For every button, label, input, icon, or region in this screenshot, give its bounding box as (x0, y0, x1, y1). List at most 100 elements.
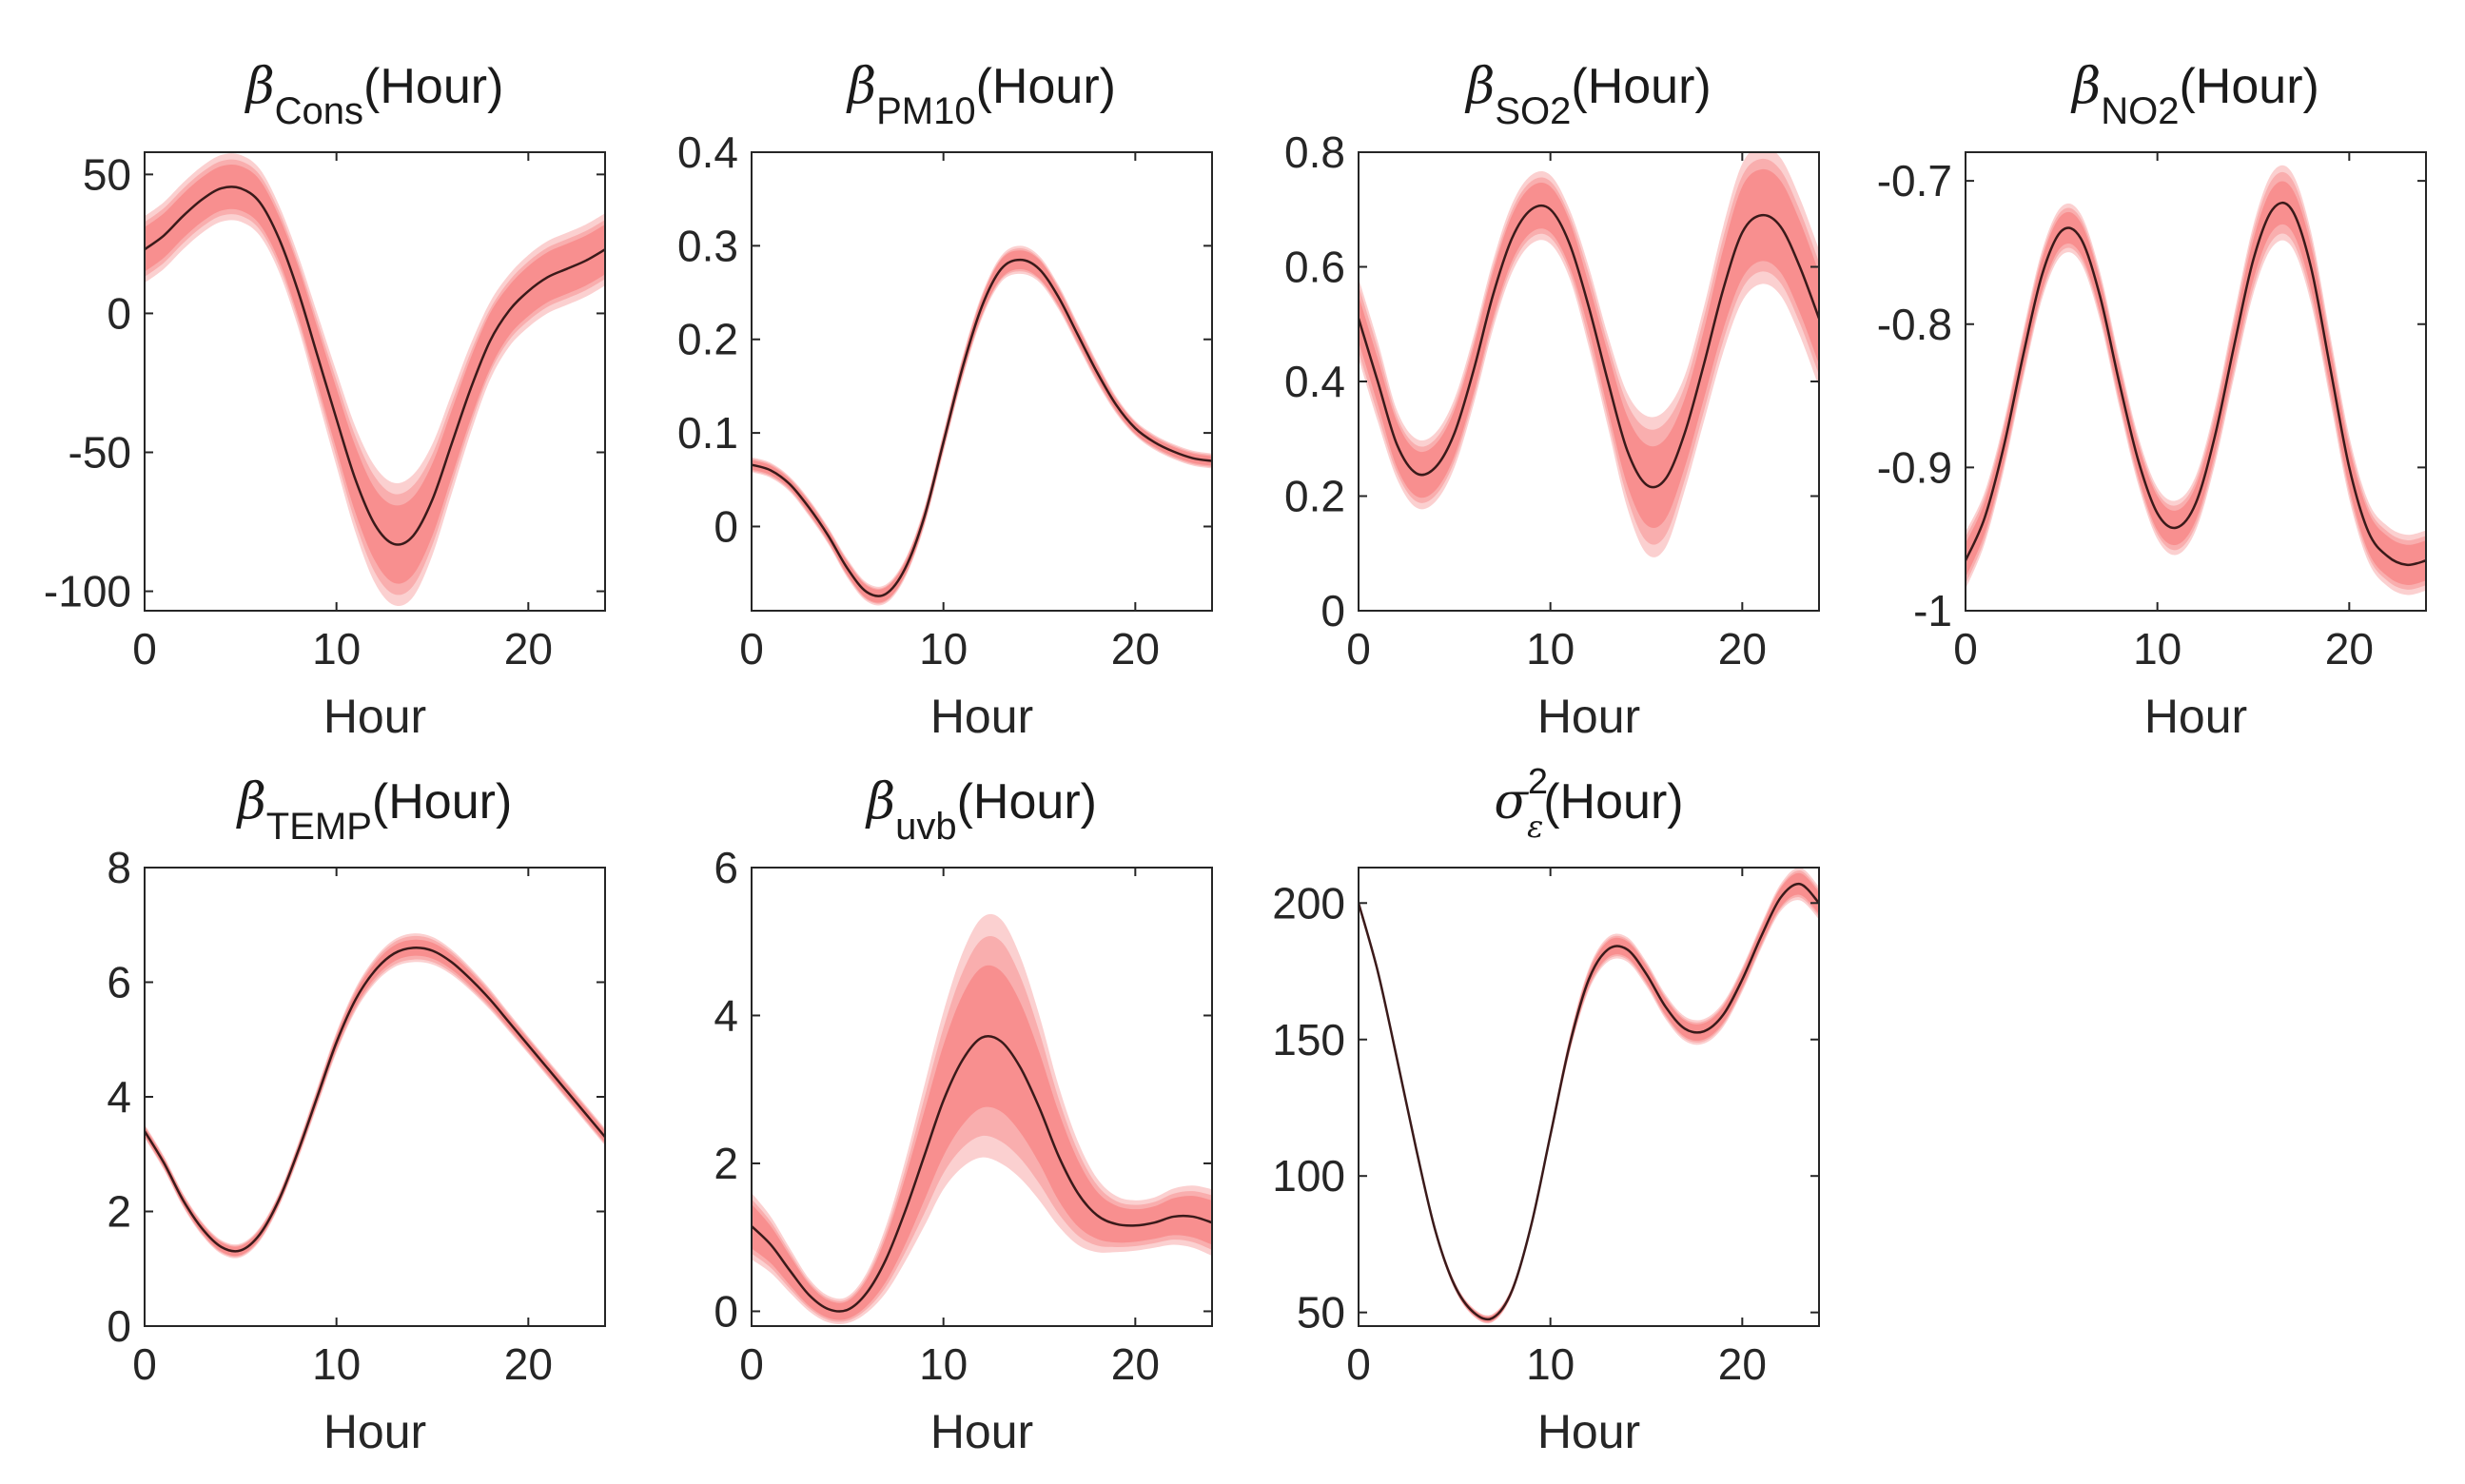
chart-panel-3: 0 10 20 0.8 0.6 0.4 0.2 0 Hour βSO2(Hour) (1284, 58, 1820, 743)
plot-area (1359, 868, 1819, 1324)
title-subscript: PM10 (876, 90, 976, 132)
title-suffix: (Hour) (363, 59, 503, 114)
y-tick-label: 0 (714, 1286, 738, 1336)
axes-frame (1358, 867, 1820, 1327)
x-axis-label: Hour (323, 1405, 426, 1458)
x-axis-label: Hour (930, 1405, 1033, 1458)
y-tick-label: 4 (714, 990, 738, 1040)
mean-line (1359, 204, 1819, 489)
chart-panel-2: 0 10 20 0.4 0.3 0.2 0.1 0 Hour βPM10(Hour) (677, 58, 1213, 743)
y-tick-label: 0.4 (677, 127, 738, 177)
y-tick-label: 100 (1272, 1151, 1345, 1201)
chart-title: βNO2(Hour) (2070, 58, 2319, 132)
chart-title: βTEMP(Hour) (236, 773, 513, 848)
x-axis-label: Hour (1537, 690, 1640, 743)
title-superscript: 2 (1528, 762, 1548, 802)
title-symbol: β (1464, 58, 1495, 115)
y-tick-label: 0.1 (677, 408, 738, 458)
y-tick-label: 0.8 (1284, 127, 1345, 177)
mean-line (1966, 201, 2426, 567)
x-axis-label: Hour (2144, 690, 2247, 743)
x-tick-label: 20 (1111, 624, 1160, 674)
chart-panel-1: 0 10 20 50 0 -50 -100 Hour βCons(Hour) (44, 58, 606, 743)
axes-frame (144, 151, 606, 612)
chart-title: σ2 ε(Hour) (1494, 762, 1683, 845)
y-tick-label: 0 (714, 501, 738, 551)
x-tick-label: 0 (132, 1339, 157, 1389)
y-tick-label: 200 (1272, 878, 1345, 928)
credible-band-inner (1966, 181, 2426, 585)
x-tick-label: 20 (1718, 1339, 1767, 1389)
chart-title: βSO2(Hour) (1464, 58, 1711, 132)
chart-title: βuvb(Hour) (865, 773, 1097, 848)
x-tick-label: 10 (2133, 624, 2181, 674)
title-subscript: ε (1527, 809, 1543, 845)
x-tick-label: 20 (1718, 624, 1767, 674)
title-suffix: (Hour) (2179, 59, 2318, 114)
plot-area (1966, 165, 2426, 596)
credible-band-middle (1359, 870, 1819, 1323)
title-subscript: SO2 (1495, 90, 1571, 132)
title-suffix: (Hour) (372, 774, 512, 830)
x-tick-label: 20 (504, 624, 553, 674)
title-symbol: β (236, 773, 266, 830)
y-tick-label: 2 (107, 1187, 131, 1237)
y-tick-label: -0.7 (1877, 156, 1952, 205)
y-tick-label: 0.2 (1284, 472, 1345, 521)
x-tick-label: 0 (1346, 1339, 1371, 1389)
credible-band-inner (1359, 872, 1819, 1322)
y-tick-label: 50 (83, 149, 131, 199)
title-suffix: (Hour) (1543, 774, 1683, 830)
y-tick-label: 6 (714, 843, 738, 892)
mean-line (752, 258, 1212, 597)
x-tick-label: 10 (919, 624, 968, 674)
y-tick-label: -0.8 (1877, 300, 1952, 349)
x-axis-label: Hour (1537, 1405, 1640, 1458)
title-symbol: β (846, 58, 876, 115)
y-tick-label: -50 (68, 427, 131, 477)
credible-band-inner (145, 164, 605, 584)
y-tick-label: -100 (44, 567, 131, 616)
axes-frame (751, 151, 1213, 612)
x-tick-label: 0 (739, 624, 764, 674)
x-tick-label: 20 (504, 1339, 553, 1389)
title-subscript: uvb (895, 806, 957, 848)
mean-line (1359, 882, 1819, 1321)
x-tick-label: 10 (312, 1339, 361, 1389)
title-symbol: σ (1494, 773, 1529, 830)
axes-frame (751, 867, 1213, 1327)
title-subscript: TEMP (266, 806, 372, 848)
y-tick-label: -1 (1913, 586, 1952, 635)
plot-area (1359, 152, 1819, 557)
x-tick-label: 0 (1953, 624, 1978, 674)
credible-band-inner (752, 250, 1212, 603)
y-tick-label: 2 (714, 1139, 738, 1188)
title-subscript: NO2 (2101, 90, 2179, 132)
x-tick-label: 20 (1111, 1339, 1160, 1389)
y-tick-label: 6 (107, 958, 131, 1007)
x-tick-label: 10 (1526, 624, 1575, 674)
credible-band-middle (145, 935, 605, 1258)
credible-band-outer (1966, 165, 2426, 596)
title-suffix: (Hour) (1571, 59, 1711, 114)
chart-title: βPM10(Hour) (846, 58, 1116, 132)
title-suffix: (Hour) (976, 59, 1116, 114)
credible-band-outer (1359, 868, 1819, 1324)
x-axis-label: Hour (323, 690, 426, 743)
mean-line (145, 186, 605, 546)
y-tick-label: -0.9 (1877, 442, 1952, 492)
plot-area (145, 933, 605, 1259)
y-tick-label: 0 (107, 288, 131, 338)
y-tick-label: 150 (1272, 1015, 1345, 1064)
x-tick-label: 10 (312, 624, 361, 674)
title-symbol: β (865, 773, 895, 830)
y-tick-label: 0.4 (1284, 357, 1345, 406)
title-symbol: β (2070, 58, 2101, 115)
mean-line (145, 946, 605, 1253)
y-tick-label: 50 (1297, 1288, 1345, 1338)
plot-area (145, 153, 605, 607)
y-tick-label: 8 (107, 843, 131, 892)
